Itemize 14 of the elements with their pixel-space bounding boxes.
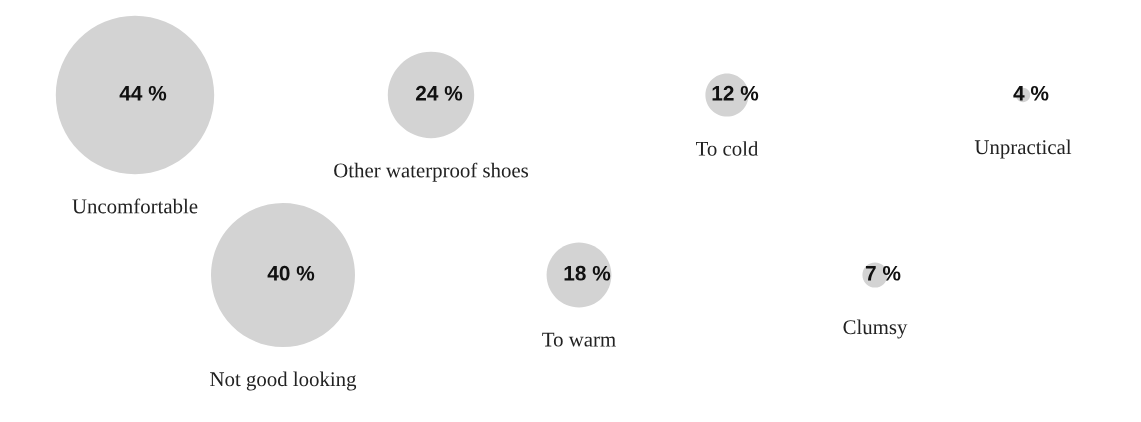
category-label: Unpractical [974, 139, 1072, 159]
data-label: 24 % [415, 85, 463, 101]
data-label: 18 % [564, 265, 611, 281]
data-label: 12 % [712, 85, 759, 101]
data-label: 7 % [865, 265, 901, 281]
category-label: Clumsy [843, 319, 908, 339]
category-label: To warm [542, 332, 616, 347]
category-label: Other waterproof shoes [334, 162, 529, 182]
category-label: Uncomfortable [72, 198, 198, 214]
category-label: To cold [696, 141, 759, 156]
category-label: Not good looking [210, 371, 357, 391]
data-label: 40 % [267, 265, 315, 281]
data-label: 44 % [119, 85, 167, 101]
data-label: 4 % [1013, 85, 1049, 101]
